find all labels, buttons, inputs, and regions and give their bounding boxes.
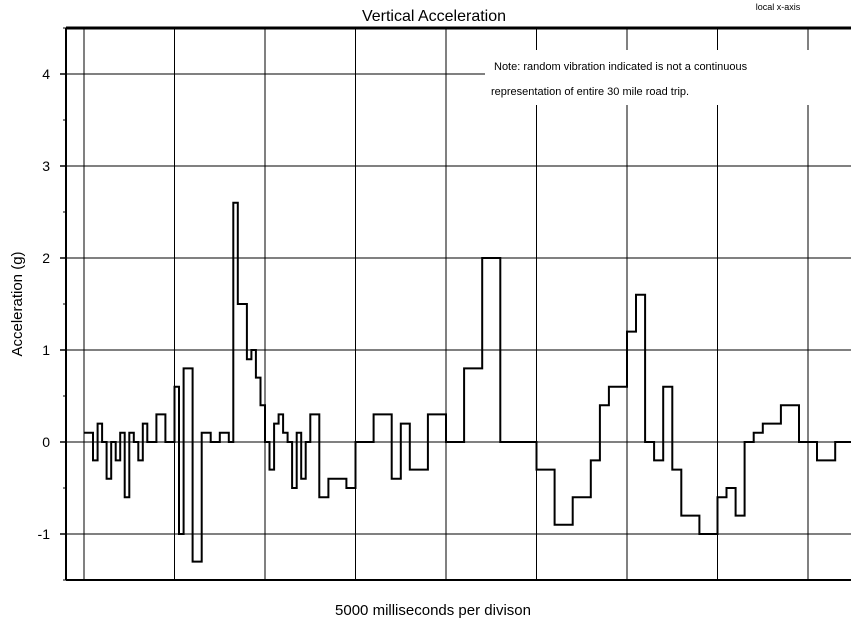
series-line <box>84 201 851 563</box>
y-axis-label: Acceleration (g) <box>9 251 26 356</box>
y-axis-ticks: -1 0 1 2 3 4 <box>38 27 66 581</box>
y-tick-label: 3 <box>42 158 50 174</box>
chart-title: Vertical Acceleration <box>362 8 506 25</box>
y-tick-label: -1 <box>38 526 51 542</box>
note-background <box>485 50 851 105</box>
y-tick-label: 0 <box>42 434 50 450</box>
y-tick-label: 2 <box>42 250 50 266</box>
grid <box>66 28 851 580</box>
note-line-2: representation of entire 30 mile road tr… <box>491 86 689 98</box>
corner-label: local x-axis <box>756 2 801 12</box>
note-line-1: Note: random vibration indicated is not … <box>494 61 748 73</box>
x-axis-label: 5000 milliseconds per divison <box>335 602 531 619</box>
y-tick-label: 4 <box>42 66 50 82</box>
y-tick-label: 1 <box>42 342 50 358</box>
